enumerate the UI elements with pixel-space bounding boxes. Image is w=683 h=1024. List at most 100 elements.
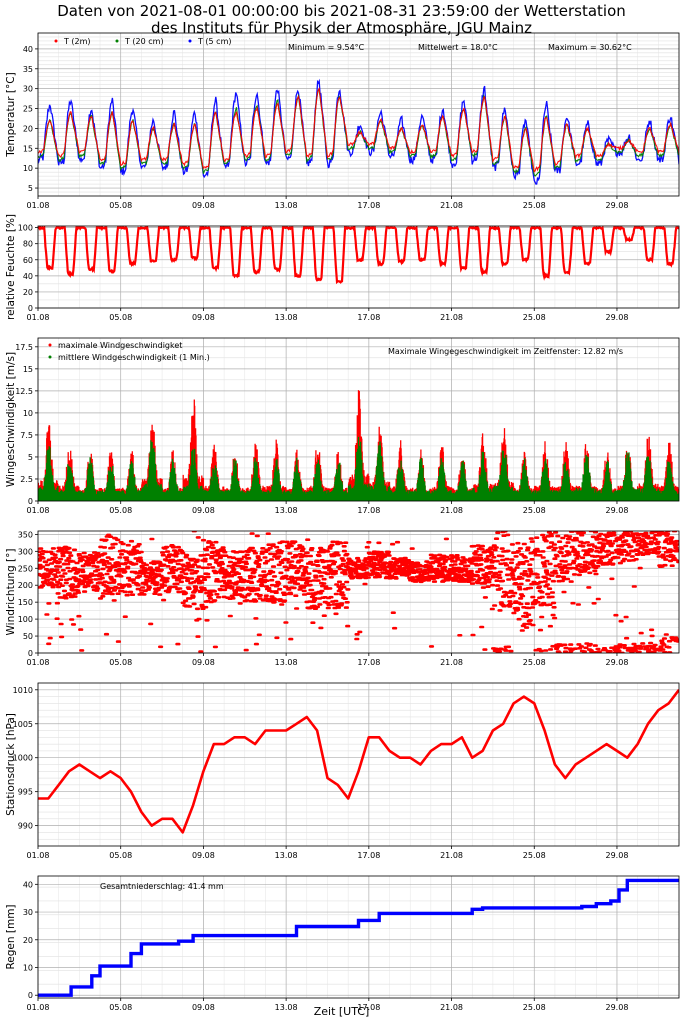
y-tick-label: 10 [23, 409, 33, 418]
y-tick-label: 0 [28, 991, 33, 1000]
y-tick-label: 17.5 [15, 343, 33, 352]
x-tick-label: 29.08 [606, 1003, 629, 1012]
x-tick-label: 17.08 [357, 313, 380, 322]
data-layer [38, 689, 679, 834]
series-windrichtung [38, 531, 679, 653]
y-tick-label: 150 [18, 598, 33, 607]
x-tick-label: 29.08 [606, 851, 629, 860]
x-tick-label: 09.08 [192, 851, 215, 860]
y-tick-label: 350 [18, 530, 33, 539]
x-tick-label: 09.08 [192, 506, 215, 515]
y-tick-label: 200 [18, 581, 33, 590]
x-tick-label: 13.08 [275, 201, 298, 210]
panel-hum: 0 20 40 60 80 100 01.08 05.08 09.08 13.08 17.08 21.… [5, 214, 680, 322]
legend-label: mittlere Windgeschwindigkeit (1 Min.) [58, 353, 210, 362]
x-tick-label: 25.08 [523, 658, 546, 667]
x-tick-label: 25.08 [523, 313, 546, 322]
y-tick-label: 250 [18, 564, 33, 573]
y-tick-label: 990 [18, 822, 33, 831]
panel-temp: 5 10 15 20 25 30 35 40 01.08 05.08 09.08 13.08 17.08… [5, 32, 680, 210]
legend-marker [54, 39, 58, 43]
x-tick-label: 01.08 [27, 1003, 50, 1012]
y-tick-label: 5 [28, 453, 33, 462]
y-tick-label: 2.5 [20, 475, 33, 484]
y-tick-label: 0 [28, 304, 33, 313]
series-t-2m- [38, 87, 679, 173]
data-layer [38, 531, 679, 653]
x-tick-label: 09.08 [192, 1003, 215, 1012]
y-tick-label: 1010 [13, 686, 33, 695]
y-tick-label: 995 [18, 788, 33, 797]
axes-frame [37, 875, 680, 999]
y-tick-label: 20 [23, 936, 33, 945]
x-tick-label: 17.08 [357, 658, 380, 667]
y-tick-label: 0 [28, 649, 33, 658]
annotation: Gesamtniederschlag: 41.4 mm [100, 882, 224, 891]
x-tick-label: 05.08 [109, 506, 132, 515]
x-tick-label: 05.08 [109, 851, 132, 860]
series-stationsdruck [38, 689, 679, 834]
y-tick-label: 20 [23, 124, 33, 133]
annotation: Maximum = 30.62°C [548, 43, 632, 52]
data-layer [38, 226, 679, 285]
data-layer [38, 78, 679, 185]
series-mittlere-windgeschwindigkeit [38, 436, 679, 501]
series-bars [38, 436, 679, 501]
axes-frame [37, 530, 680, 654]
x-tick-label: 21.08 [440, 851, 463, 860]
x-tick-label: 13.08 [275, 658, 298, 667]
panel-press: 990 995 1000 1005 1010 01.08 05.08 09.08 13.08 17… [5, 682, 680, 860]
panel-wind: 0 2.5 5 7.5 10 12.5 15 17.5 01.08 05.08 09.08 13.08… [5, 337, 680, 515]
x-tick-label: 13.08 [275, 851, 298, 860]
x-tick-label: 25.08 [523, 506, 546, 515]
x-tick-label: 25.08 [523, 1003, 546, 1012]
x-tick-label: 13.08 [275, 1003, 298, 1012]
axes-frame [37, 337, 680, 502]
y-tick-label: 40 [23, 272, 33, 281]
y-tick-label: 0 [28, 497, 33, 506]
y-tick-label: 1005 [13, 720, 33, 729]
y-axis-label: Windrichtung [°] [5, 549, 17, 636]
y-tick-label: 30 [23, 908, 33, 917]
x-tick-label: 09.08 [192, 313, 215, 322]
y-tick-label: 40 [23, 880, 33, 889]
axes-frame [37, 682, 680, 847]
x-tick-label: 17.08 [357, 851, 380, 860]
y-axis-label: Stationsdruck [hPa] [5, 713, 17, 816]
legend-marker [48, 355, 52, 359]
x-tick-label: 21.08 [440, 658, 463, 667]
legend-label: T (20 cm) [124, 37, 164, 46]
y-tick-label: 1000 [13, 754, 33, 763]
y-tick-label: 30 [23, 85, 33, 94]
data-layer [38, 390, 679, 501]
data-layer [38, 878, 679, 997]
y-tick-label: 80 [23, 240, 33, 249]
x-tick-label: 01.08 [27, 658, 50, 667]
series-relative-feuchte [38, 226, 679, 285]
x-tick-label: 17.08 [357, 506, 380, 515]
x-tick-label: 29.08 [606, 201, 629, 210]
legend-marker [115, 39, 119, 43]
chart-title-line-2: des Instituts für Physik der Atmosphäre,… [150, 19, 533, 37]
y-tick-label: 20 [23, 288, 33, 297]
x-tick-label: 21.08 [440, 506, 463, 515]
x-axis-label: Zeit [UTC] [313, 1005, 370, 1018]
x-tick-label: 05.08 [109, 1003, 132, 1012]
y-tick-label: 100 [18, 224, 33, 233]
legend: T (2m) T (20 cm) T (5 cm) [54, 37, 232, 46]
x-tick-label: 17.08 [357, 201, 380, 210]
x-tick-label: 05.08 [109, 658, 132, 667]
series-regen [38, 878, 679, 997]
legend: maximale Windgeschwindigket mittlere Wind… [48, 341, 210, 362]
x-tick-label: 21.08 [440, 313, 463, 322]
x-tick-label: 05.08 [109, 201, 132, 210]
legend-label: maximale Windgeschwindigket [58, 341, 182, 350]
axes-frame [37, 32, 680, 197]
x-tick-label: 13.08 [275, 313, 298, 322]
y-tick-label: 10 [23, 164, 33, 173]
x-tick-label: 29.08 [606, 658, 629, 667]
x-tick-label: 13.08 [275, 506, 298, 515]
series-line [38, 87, 679, 173]
x-tick-label: 05.08 [109, 313, 132, 322]
